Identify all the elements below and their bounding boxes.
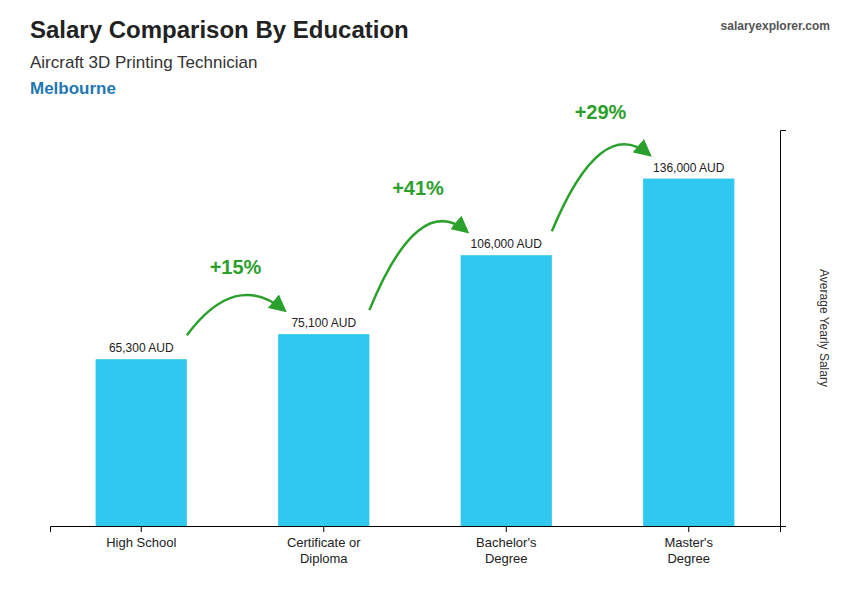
x-tick-mark [688,526,689,532]
x-axis-line [51,527,781,533]
x-tick: Certificate orDiploma [287,526,361,566]
annotation-label: +41% [392,177,444,199]
annotation-label: +15% [210,256,262,278]
x-tick-label: Master'sDegree [664,535,713,566]
bar [461,255,552,526]
source: salaryexplorer.com [721,19,830,33]
x-tick-label-line: Certificate or [287,535,361,550]
x-tick-label-line: Master's [664,535,713,550]
annotation-label: +29% [575,101,627,123]
bar [278,334,369,526]
x-tick-mark [323,526,324,532]
x-tick-mark [141,526,142,532]
data-label: 65,300 AUD [109,341,174,355]
annotation-arrow [369,221,466,310]
title: Salary Comparison By Education [30,16,409,43]
chart-container: Salary Comparison By Education Aircraft 3… [0,0,850,606]
data-label: 75,100 AUD [291,316,356,330]
x-tick: Bachelor'sDegree [476,526,537,566]
y-axis-line [781,131,787,527]
x-axis: High School Certificate orDiploma Bachelor… [51,526,781,566]
x-tick-label-line: Degree [485,551,528,566]
x-tick: Master'sDegree [664,526,713,566]
annotations: +15% +41% +29% [187,101,649,336]
plot-area [96,179,735,526]
data-label: 136,000 AUD [653,161,725,175]
x-tick-mark [506,526,507,532]
bar [643,179,734,526]
data-labels: 65,300 AUD 75,100 AUD 106,000 AUD 136,000 A… [109,161,725,356]
x-tick-label-line: High School [106,535,176,550]
x-tick: High School [106,526,176,550]
chart-svg: Salary Comparison By Education Aircraft 3… [0,0,850,606]
x-tick-label-line: Bachelor's [476,535,537,550]
bar [96,359,187,526]
y-axis [781,131,787,527]
location: Melbourne [30,79,116,98]
x-tick-label: Bachelor'sDegree [476,535,537,566]
x-tick-label: Certificate orDiploma [287,535,361,566]
annotation-arrow [552,144,649,231]
annotation-arrow [187,295,284,335]
subtitle: Aircraft 3D Printing Technician [30,53,257,72]
x-tick-label-line: Diploma [300,551,348,566]
data-label: 106,000 AUD [471,237,543,251]
x-tick-label-line: Degree [667,551,710,566]
y-axis-title: Average Yearly Salary [817,269,831,387]
x-tick-label: High School [106,535,176,550]
